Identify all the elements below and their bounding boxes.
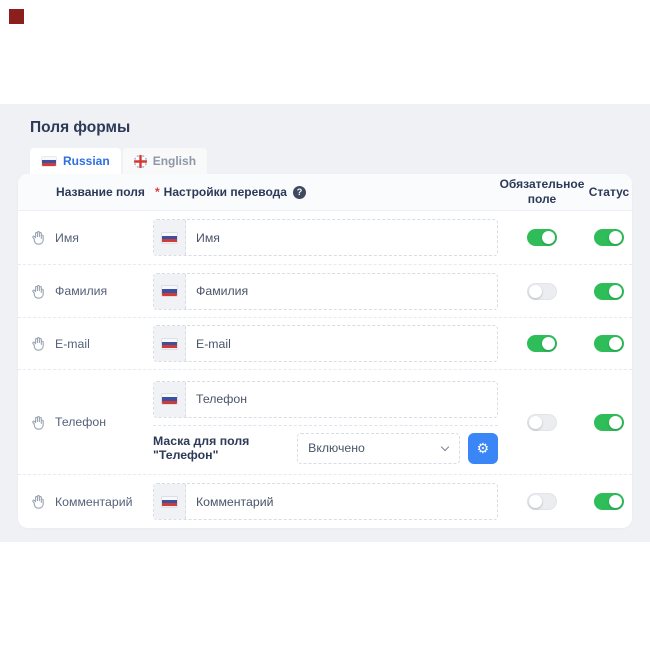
header-required-field: Обязательное поле bbox=[499, 177, 585, 206]
form-fields-table: Название поля * Настройки перевода ? Обя… bbox=[18, 174, 632, 528]
mask-select-value: Включено bbox=[308, 440, 365, 455]
header-field-name: Название поля bbox=[56, 185, 145, 199]
field-label: Имя bbox=[55, 230, 79, 245]
header-translation-label: Настройки перевода bbox=[163, 185, 287, 199]
required-asterisk: * bbox=[155, 185, 160, 199]
flag-prefix bbox=[154, 220, 186, 255]
table-header: Название поля * Настройки перевода ? Обя… bbox=[18, 174, 632, 211]
russia-flag-icon bbox=[161, 337, 178, 350]
drag-handle-icon[interactable] bbox=[31, 284, 45, 299]
russia-flag-icon bbox=[161, 285, 178, 297]
required-toggle[interactable] bbox=[527, 282, 557, 300]
color-swatch bbox=[9, 9, 24, 24]
field-label: Фамилия bbox=[55, 284, 108, 298]
language-tabs: Russian English bbox=[30, 148, 650, 174]
table-row: Комментарий bbox=[18, 474, 632, 528]
status-toggle[interactable] bbox=[594, 335, 624, 352]
chevron-down-icon bbox=[440, 442, 450, 451]
russia-flag-icon bbox=[161, 231, 178, 244]
required-toggle[interactable] bbox=[527, 229, 557, 246]
status-toggle[interactable] bbox=[594, 229, 624, 246]
divider bbox=[153, 424, 498, 426]
uk-flag-icon bbox=[133, 154, 147, 168]
flag-prefix bbox=[154, 326, 186, 361]
form-fields-section: Поля формы Russian bbox=[0, 104, 650, 542]
tab-english[interactable]: English bbox=[122, 148, 208, 174]
table-row: Имя bbox=[18, 211, 632, 264]
table-row: Телефон Маска для поля "Телефон" Включен… bbox=[18, 369, 632, 474]
gear-icon: ⚙ bbox=[476, 439, 490, 456]
tab-russian-label: Russian bbox=[63, 154, 110, 168]
field-label: E-mail bbox=[55, 336, 90, 351]
translation-input[interactable] bbox=[186, 273, 497, 309]
tab-english-label: English bbox=[152, 154, 197, 168]
drag-handle-icon[interactable] bbox=[31, 230, 45, 245]
russia-flag-icon bbox=[161, 495, 178, 508]
header-translation-settings: * Настройки перевода ? bbox=[153, 185, 498, 199]
status-toggle[interactable] bbox=[594, 282, 624, 300]
mask-label: Маска для поля "Телефон" bbox=[153, 434, 250, 462]
russia-flag-icon bbox=[161, 393, 178, 405]
table-row: E-mail bbox=[18, 317, 632, 369]
tab-russian[interactable]: Russian bbox=[30, 148, 121, 174]
field-label: Комментарий bbox=[55, 494, 133, 509]
header-status: Статус bbox=[588, 185, 630, 199]
drag-handle-icon[interactable] bbox=[31, 336, 45, 351]
status-toggle[interactable] bbox=[594, 493, 624, 510]
required-toggle[interactable] bbox=[527, 493, 557, 510]
translation-input-group bbox=[153, 380, 498, 418]
translation-input[interactable] bbox=[186, 381, 497, 417]
drag-handle-icon[interactable] bbox=[31, 415, 45, 430]
translation-input-group bbox=[153, 483, 498, 520]
translation-input-group bbox=[153, 325, 498, 362]
mask-settings-button[interactable]: ⚙ bbox=[467, 432, 498, 464]
help-icon[interactable]: ? bbox=[292, 185, 306, 199]
translation-input[interactable] bbox=[186, 326, 497, 361]
page-title: Поля формы bbox=[30, 119, 131, 136]
drag-handle-icon[interactable] bbox=[31, 494, 45, 509]
translation-input-group bbox=[153, 219, 498, 256]
flag-prefix bbox=[154, 381, 186, 417]
translation-input-group bbox=[153, 272, 498, 310]
table-row: Фамилия bbox=[18, 264, 632, 317]
mask-select[interactable]: Включено bbox=[297, 432, 460, 464]
status-toggle[interactable] bbox=[594, 413, 624, 431]
russia-flag-icon bbox=[41, 155, 57, 167]
translation-input[interactable] bbox=[186, 484, 497, 519]
flag-prefix bbox=[154, 484, 186, 519]
required-toggle[interactable] bbox=[527, 413, 557, 431]
required-toggle[interactable] bbox=[527, 335, 557, 352]
field-label: Телефон bbox=[55, 415, 107, 429]
flag-prefix bbox=[154, 273, 186, 309]
phone-mask-row: Маска для поля "Телефон" Включено ⚙ bbox=[153, 432, 498, 464]
translation-input[interactable] bbox=[186, 220, 497, 255]
